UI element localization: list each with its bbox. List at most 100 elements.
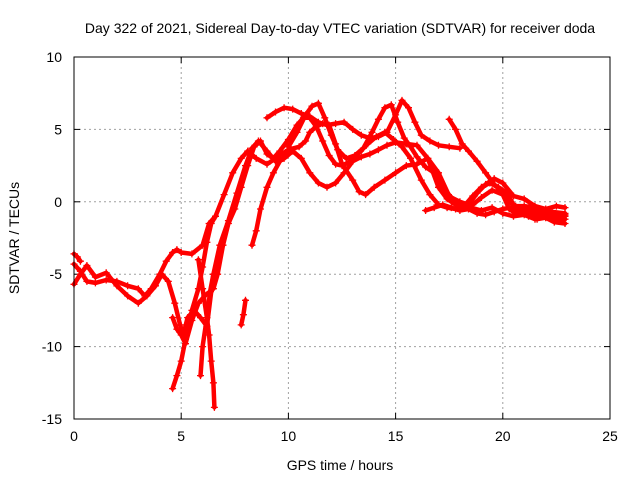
data-point [422,207,430,214]
x-axis-label: GPS time / hours [287,457,394,473]
y-tick-label: -5 [50,266,63,282]
data-point [447,204,455,212]
y-tick-label: 5 [54,121,62,137]
plot-frame [73,56,611,420]
data-point [473,189,481,197]
data-point [488,204,496,212]
data-point [405,104,412,112]
data-point [76,270,84,278]
x-tick-label: 25 [602,428,618,444]
data-point [387,101,395,109]
data-point [199,263,207,271]
y-axis-label: SDTVAR / TECUs [6,182,22,294]
data-point [542,214,550,222]
data-point [531,204,539,212]
data-point [207,357,215,365]
data-point [520,202,528,210]
data-point [176,321,184,329]
data-point [280,104,288,112]
chart-title: Day 322 of 2021, Sidereal Day-to-day VTE… [85,20,595,36]
data-point [295,143,303,151]
data-point [143,292,151,300]
data-point [134,299,142,307]
y-tick-label: -15 [42,411,62,427]
data-point [439,183,447,191]
data-point [439,201,447,209]
y-tick-label: 0 [54,194,62,210]
data-point [359,144,367,152]
data-point [323,183,331,191]
data-point [257,137,264,145]
data-point [203,314,211,322]
series-line [71,121,568,299]
y-tick-label: -10 [42,339,62,355]
data-point [207,220,215,227]
data-point [173,325,181,333]
data-point [417,131,425,139]
data-point [203,238,211,246]
data-point [482,180,490,188]
data-point [482,211,490,219]
data-point [83,262,91,269]
data-point [237,183,245,191]
data-point [340,118,348,126]
data-point [169,314,177,322]
data-point [349,176,357,184]
data-point [443,195,451,203]
data-point [212,212,219,220]
data-point [561,211,569,219]
data-point [499,189,507,197]
data-point [263,114,271,122]
data-point [445,115,453,123]
data-point [338,162,346,170]
data-point [177,357,185,365]
series-line [71,138,568,338]
data-point [445,143,453,151]
data-point [552,212,560,220]
series-track-5 [263,96,464,152]
x-tick-label: 15 [388,428,404,444]
data-point [505,198,513,206]
series-track-3 [169,114,569,348]
data-point [289,147,297,155]
data-point [252,154,260,162]
data-point [263,150,271,158]
data-point [325,152,333,159]
series-track-4 [284,99,569,213]
data-point [269,154,277,162]
data-point [398,96,406,104]
data-point [177,331,185,339]
data-point [465,205,472,213]
data-point [308,102,316,110]
data-point [197,314,204,322]
data-point [456,144,464,152]
data-point [490,208,498,216]
data-point [482,169,490,177]
data-point [424,154,432,162]
data-point [435,141,442,149]
data-point [400,134,408,142]
data-point [374,133,382,141]
data-point [297,154,305,162]
data-point [334,146,342,154]
data-point [276,157,284,165]
data-point [561,220,569,227]
data-point [383,141,391,149]
data-point [452,125,460,133]
data-point [510,192,517,200]
data-point [473,157,481,165]
data-point [561,204,569,212]
series-track-12 [237,296,249,329]
data-point [252,227,260,235]
series-track-2 [70,137,569,339]
data-point [102,269,110,277]
data-point [173,246,181,254]
data-point [102,276,110,284]
data-point [244,162,252,170]
data-point [306,112,314,120]
data-point [205,331,213,339]
data-point [392,111,400,119]
data-point [357,153,365,161]
data-point [314,118,322,126]
data-point [383,128,391,136]
